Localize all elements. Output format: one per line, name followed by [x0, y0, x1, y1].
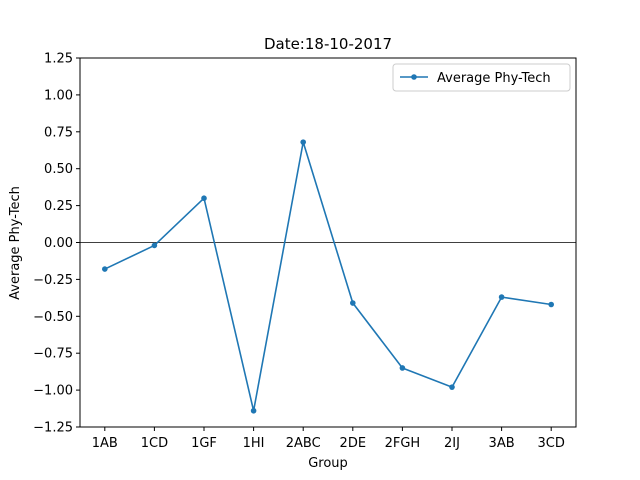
- x-tick-label: 1AB: [92, 436, 118, 451]
- x-tick-label: 2ABC: [286, 436, 321, 451]
- data-point: [399, 365, 406, 371]
- y-tick-label: −0.50: [33, 310, 73, 325]
- data-point: [201, 195, 207, 202]
- y-tick-label: −0.25: [33, 273, 73, 288]
- y-axis: −1.25 −1.00 −0.75 −0.50 −0.25 0.00 0.25 0.50 0.7…: [33, 52, 80, 436]
- legend-box: [392, 63, 571, 92]
- y-tick-label: 0.50: [44, 162, 73, 177]
- y-tick-label: 0.25: [44, 199, 73, 214]
- data-point: [102, 266, 108, 272]
- data-point: [300, 139, 307, 145]
- plot-area: −1.25 −1.00 −0.75 −0.50 −0.25 0.00 0.25 0.50 0.7…: [33, 52, 577, 451]
- data-point: [350, 300, 356, 306]
- x-axis: 1AB 1CD 1GF 1HI 2ABC 2DE 2FGH 2IJ 3AB 3CD: [92, 427, 565, 451]
- x-tick-label: 1GF: [191, 436, 217, 451]
- y-tick-label: 1.00: [44, 88, 73, 103]
- y-tick-label: 0.00: [44, 236, 73, 251]
- y-tick-label: 1.25: [44, 52, 73, 67]
- legend-entry-label: Average Phy-Tech: [437, 71, 551, 86]
- series-line: [104, 141, 552, 412]
- y-tick-label: −0.75: [33, 347, 73, 362]
- x-tick-label: 2DE: [340, 436, 367, 451]
- y-tick-label: −1.00: [33, 384, 73, 399]
- legend-marker-swatch: [411, 74, 417, 80]
- data-point: [498, 294, 505, 300]
- x-tick-label: 1HI: [243, 436, 265, 451]
- data-point: [449, 384, 455, 390]
- data-point: [548, 301, 554, 308]
- y-tick-label: 0.75: [44, 125, 73, 140]
- data-point: [151, 242, 158, 249]
- x-tick-label: 3CD: [538, 436, 565, 451]
- x-axis-label: Group: [308, 456, 348, 471]
- y-axis-label: Average Phy-Tech: [8, 186, 23, 300]
- x-tick-label: 3AB: [489, 436, 515, 451]
- x-tick-label: 2IJ: [444, 436, 460, 451]
- legend: Average Phy-Tech: [392, 63, 571, 92]
- x-tick-label: 1CD: [141, 436, 168, 451]
- series-group: [102, 139, 554, 414]
- x-tick-label: 2FGH: [385, 436, 421, 451]
- data-point: [250, 407, 257, 414]
- chart-title: Date:18-10-2017: [264, 35, 392, 53]
- y-tick-label: −1.25: [33, 421, 73, 436]
